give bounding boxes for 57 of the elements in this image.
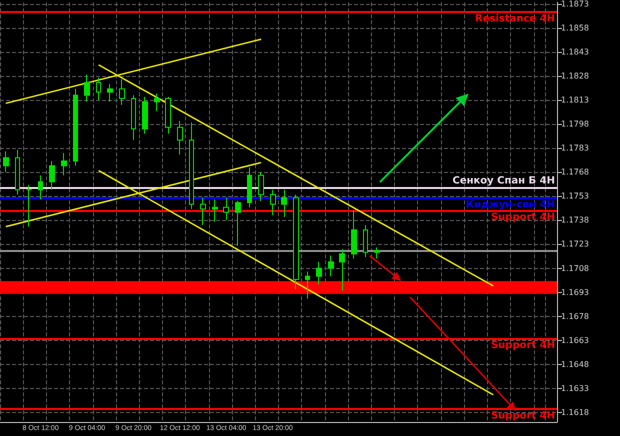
ref-line-label: Support 4H: [490, 410, 555, 422]
y-tick-label: 1.1843: [561, 48, 589, 57]
ref-line-label: Support 4H: [490, 340, 555, 352]
ref-line-label: Support 4H: [490, 212, 555, 224]
candlestick: [363, 224, 368, 258]
candlestick: [96, 77, 101, 101]
candlestick: [61, 152, 67, 176]
candlestick: [177, 120, 183, 156]
candlestick: [84, 74, 90, 102]
candlestick: [49, 160, 55, 190]
y-tick-label: 1.1648: [561, 360, 589, 369]
y-tick-label: 1.1873: [561, 0, 589, 8]
y-tick-label: 1.1783: [561, 144, 589, 153]
candlestick: [212, 198, 218, 222]
candlestick: [305, 270, 310, 300]
y-tick-label: 1.1858: [561, 24, 589, 33]
candlestick: [270, 189, 276, 216]
y-tick-label: 1.1723: [561, 240, 589, 249]
candlestick: [119, 78, 125, 106]
y-tick-label: 1.1618: [561, 408, 589, 417]
candlestick: [258, 172, 264, 202]
y-tick-label: 1.1678: [561, 312, 589, 321]
candlestick: [293, 194, 299, 290]
candlestick: [3, 150, 9, 173]
candlestick: [26, 184, 32, 228]
candlestick: [223, 197, 229, 221]
candlestick: [247, 166, 252, 208]
candlestick: [235, 200, 241, 246]
candlestick: [339, 248, 345, 292]
candlestick: [131, 94, 136, 141]
candlestick: [189, 122, 194, 210]
candlestick: [281, 189, 287, 218]
y-tick-label: 1.1798: [561, 120, 589, 129]
y-tick-label: 1.1768: [561, 168, 589, 177]
candlestick: [351, 210, 357, 260]
ref-line-label: Resistance 4H: [475, 14, 555, 25]
y-tick-label: 1.1663: [561, 336, 589, 345]
candlestick: [165, 96, 171, 134]
candlestick: [142, 96, 148, 134]
candlestick: [73, 88, 78, 166]
y-tick-label: 1.1693: [561, 288, 589, 297]
y-tick-label: 1.1633: [561, 384, 589, 393]
ref-line-label: Сенкоу Спан Б 4H: [452, 176, 555, 187]
candlestick: [328, 254, 334, 277]
candlestick: [316, 261, 322, 285]
candlestick: [107, 84, 113, 102]
candlestick: [38, 174, 43, 200]
y-tick-label: 1.1708: [561, 264, 589, 273]
y-tick-label: 1.1753: [561, 192, 589, 201]
candlestick: [200, 197, 206, 226]
ref-line-label: Киджун-сен 4H: [466, 199, 555, 210]
y-tick-label: 1.1813: [561, 96, 589, 105]
candlestick: [154, 93, 160, 112]
candlestick: [15, 149, 20, 196]
y-tick-label: 1.1738: [561, 216, 589, 225]
candlestick: [374, 246, 380, 260]
y-tick-label: 1.1828: [561, 72, 589, 81]
